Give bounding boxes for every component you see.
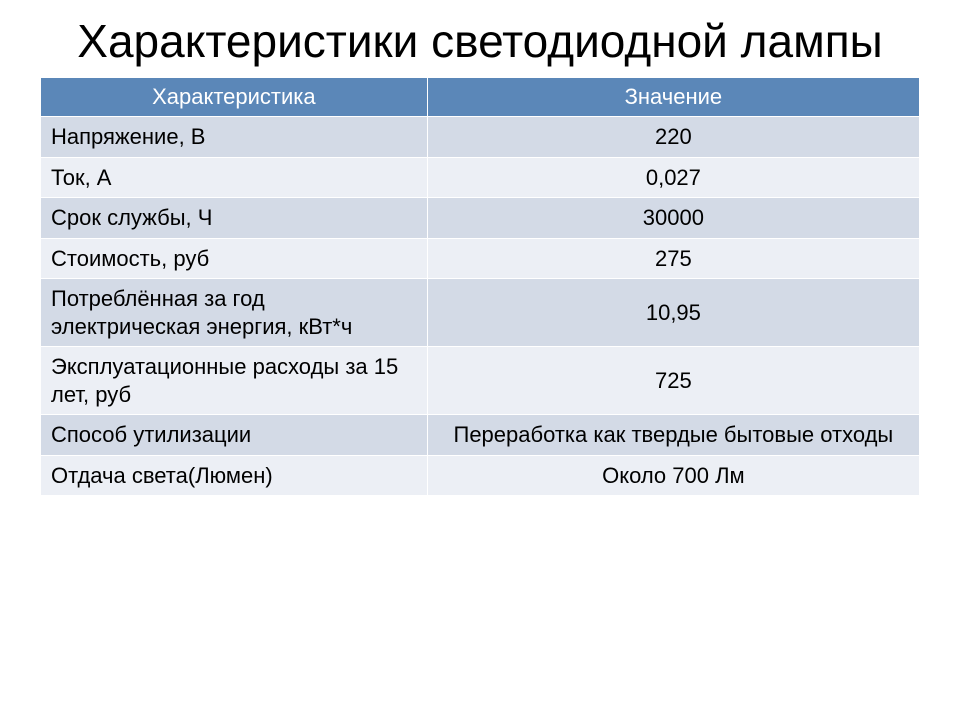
- cell-value: 220: [427, 117, 919, 158]
- table-row: Срок службы, Ч 30000: [41, 198, 920, 239]
- cell-label: Отдача света(Люмен): [41, 455, 428, 496]
- cell-value: Переработка как твердые бытовые отходы: [427, 415, 919, 456]
- cell-label: Срок службы, Ч: [41, 198, 428, 239]
- col-header-characteristic: Характеристика: [41, 78, 428, 117]
- cell-value: Около 700 Лм: [427, 455, 919, 496]
- cell-value: 725: [427, 347, 919, 415]
- cell-label: Напряжение, В: [41, 117, 428, 158]
- cell-label: Способ утилизации: [41, 415, 428, 456]
- table-row: Способ утилизации Переработка как тверды…: [41, 415, 920, 456]
- table-row: Ток, А 0,027: [41, 157, 920, 198]
- page-title: Характеристики светодиодной лампы: [0, 14, 960, 77]
- cell-label: Стоимость, руб: [41, 238, 428, 279]
- cell-label: Потреблённая за год электрическая энерги…: [41, 279, 428, 347]
- cell-value: 275: [427, 238, 919, 279]
- slide: Характеристики светодиодной лампы Характ…: [0, 0, 960, 720]
- cell-value: 10,95: [427, 279, 919, 347]
- cell-label: Эксплуатационные расходы за 15 лет, руб: [41, 347, 428, 415]
- table-header-row: Характеристика Значение: [41, 78, 920, 117]
- table-row: Эксплуатационные расходы за 15 лет, руб …: [41, 347, 920, 415]
- specs-table: Характеристика Значение Напряжение, В 22…: [40, 77, 920, 496]
- cell-value: 0,027: [427, 157, 919, 198]
- cell-label: Ток, А: [41, 157, 428, 198]
- table-row: Потреблённая за год электрическая энерги…: [41, 279, 920, 347]
- table-row: Стоимость, руб 275: [41, 238, 920, 279]
- cell-value: 30000: [427, 198, 919, 239]
- col-header-value: Значение: [427, 78, 919, 117]
- table-row: Напряжение, В 220: [41, 117, 920, 158]
- table-row: Отдача света(Люмен) Около 700 Лм: [41, 455, 920, 496]
